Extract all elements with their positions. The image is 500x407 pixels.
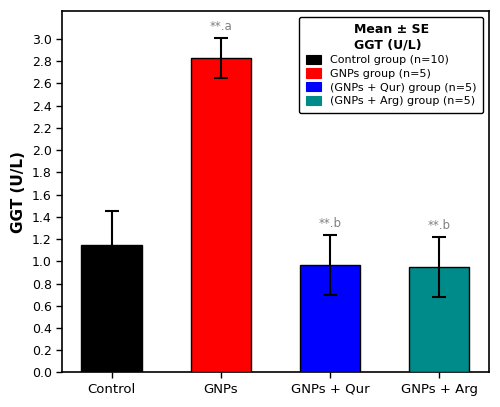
Bar [410, 267, 470, 372]
Y-axis label: GGT (U/L): GGT (U/L) [11, 151, 26, 233]
Text: **.b: **.b [428, 219, 451, 232]
Bar [300, 265, 360, 372]
Bar [82, 245, 142, 372]
Text: **.a: **.a [210, 20, 232, 33]
Legend: Control group (n=10), GNPs group (n=5), (GNPs + Qur) group (n=5), (GNPs + Arg) g: Control group (n=10), GNPs group (n=5), … [299, 17, 484, 113]
Bar [191, 58, 251, 372]
Text: **.b: **.b [318, 217, 342, 230]
